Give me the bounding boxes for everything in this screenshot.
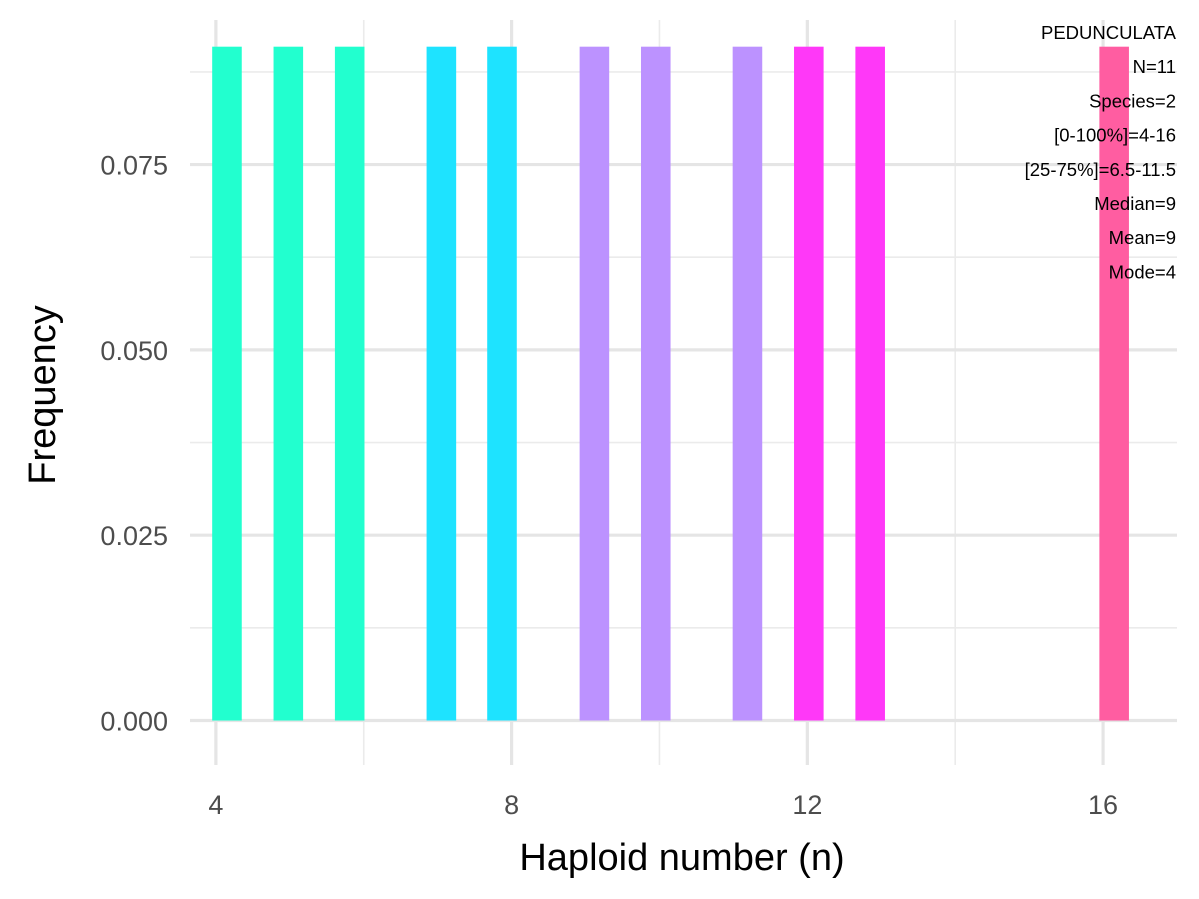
- histogram-bar: [487, 46, 517, 721]
- annotation-line: Median=9: [1094, 193, 1176, 214]
- y-tick-label: 0.000: [100, 707, 168, 737]
- histogram-bar: [1099, 46, 1129, 721]
- y-tick-label: 0.050: [100, 336, 168, 366]
- y-tick-labels: 0.000 0.025 0.050 0.075: [100, 151, 168, 737]
- histogram-bar: [794, 46, 824, 721]
- x-tick-label: 4: [208, 790, 223, 820]
- x-axis-title: Haploid number (n): [519, 837, 844, 879]
- histogram-bar: [579, 46, 610, 721]
- annotation-line: [25-75%]=6.5-11.5: [1025, 159, 1176, 180]
- annotation-line: PEDUNCULATA: [1041, 22, 1177, 43]
- x-tick-label: 8: [504, 790, 519, 820]
- histogram-bar: [212, 46, 242, 721]
- histogram-bar: [334, 46, 365, 721]
- x-tick-label: 16: [1088, 790, 1118, 820]
- bars: [212, 46, 1129, 721]
- histogram-bar: [426, 46, 457, 721]
- annotation-line: [0-100%]=4-16: [1054, 125, 1176, 146]
- y-axis-title: Frequency: [22, 305, 64, 485]
- histogram-bar: [855, 46, 885, 721]
- annotation-line: Mean=9: [1109, 227, 1176, 248]
- y-tick-label: 0.025: [100, 521, 168, 551]
- y-tick-label: 0.075: [100, 151, 168, 181]
- x-tick-labels: 4 8 12 16: [208, 790, 1118, 820]
- histogram-bar: [273, 46, 304, 721]
- histogram-bar: [732, 46, 763, 721]
- summary-annotations: PEDUNCULATA N=11 Species=2 [0-100%]=4-16 [25…: [1025, 22, 1177, 282]
- histogram-bar: [640, 46, 671, 721]
- x-tick-label: 12: [792, 790, 822, 820]
- annotation-line: N=11: [1133, 56, 1176, 77]
- annotation-line: Mode=4: [1109, 261, 1176, 282]
- annotation-line: Species=2: [1089, 90, 1176, 111]
